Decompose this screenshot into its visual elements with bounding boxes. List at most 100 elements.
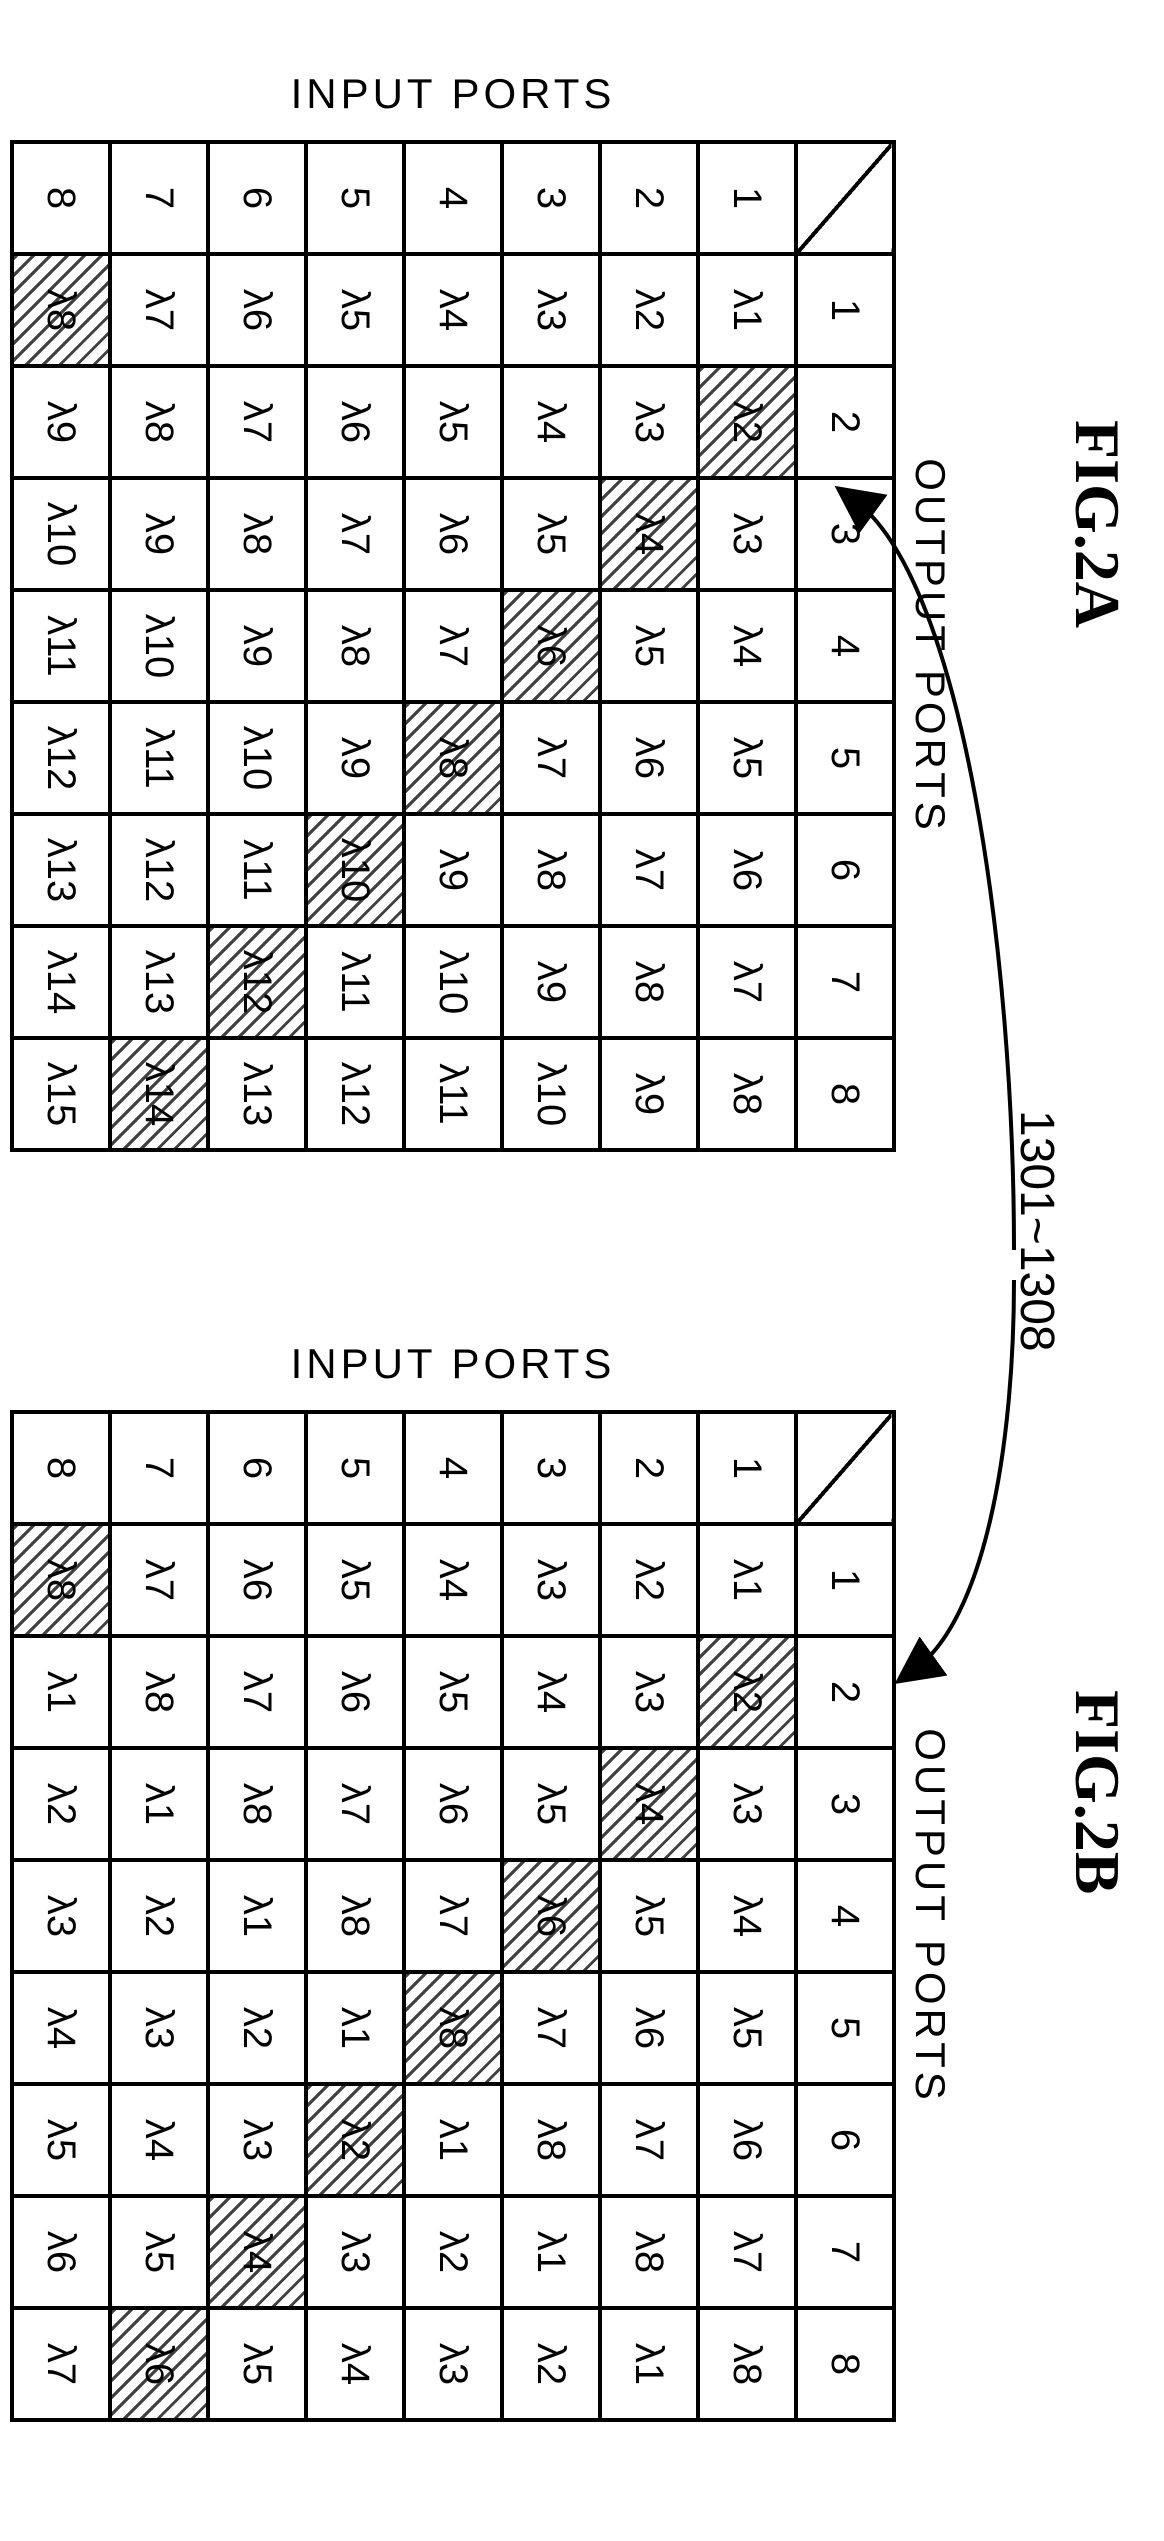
lambda-value: λ2 — [333, 2119, 378, 2161]
lambda-value: λ8 — [137, 401, 182, 443]
lambda-value: λ2 — [725, 401, 770, 443]
col-header: 7 — [796, 926, 894, 1038]
col-header: 5 — [796, 702, 894, 814]
lambda-cell: λ6 — [404, 478, 502, 590]
lambda-value: λ8 — [333, 625, 378, 667]
lambda-cell: λ12 — [12, 702, 110, 814]
lambda-cell: λ4 — [600, 1748, 698, 1860]
lambda-cell: λ8 — [502, 814, 600, 926]
lambda-value: λ3 — [627, 401, 672, 443]
lambda-value: λ8 — [431, 737, 476, 779]
lambda-value: λ7 — [627, 2119, 672, 2161]
lambda-cell: λ1 — [404, 2084, 502, 2196]
lambda-cell: λ7 — [404, 1860, 502, 1972]
lambda-cell: λ6 — [502, 1860, 600, 1972]
lambda-cell: λ1 — [600, 2308, 698, 2420]
lambda-cell: λ3 — [404, 2308, 502, 2420]
lambda-value: λ7 — [431, 625, 476, 667]
lambda-cell: λ8 — [208, 1748, 306, 1860]
col-header: 8 — [796, 1038, 894, 1150]
col-header: 3 — [796, 478, 894, 590]
lambda-cell: λ3 — [502, 254, 600, 366]
lambda-cell: λ14 — [110, 1038, 208, 1150]
fig-b-title: FIG.2B — [1060, 1690, 1134, 1894]
lambda-value: λ12 — [137, 838, 182, 903]
lambda-value: λ6 — [137, 2343, 182, 2385]
lambda-value: λ3 — [627, 1671, 672, 1713]
lambda-value: λ7 — [137, 1559, 182, 1601]
lambda-cell: λ8 — [12, 254, 110, 366]
lambda-cell: λ5 — [502, 1748, 600, 1860]
lambda-value: λ7 — [235, 1671, 280, 1713]
lambda-cell: λ2 — [110, 1860, 208, 1972]
lambda-cell: λ8 — [404, 1972, 502, 2084]
lambda-cell: λ2 — [306, 2084, 404, 2196]
lambda-value: λ7 — [333, 513, 378, 555]
lambda-value: λ1 — [725, 289, 770, 331]
lambda-cell: λ5 — [600, 590, 698, 702]
lambda-cell: λ14 — [12, 926, 110, 1038]
lambda-value: λ4 — [529, 1671, 574, 1713]
lambda-cell: λ2 — [12, 1748, 110, 1860]
lambda-value: λ3 — [529, 1559, 574, 1601]
lambda-value: λ2 — [39, 1783, 84, 1825]
lambda-cell: λ7 — [698, 2196, 796, 2308]
lambda-cell: λ10 — [306, 814, 404, 926]
lambda-value: λ9 — [627, 1073, 672, 1115]
lambda-cell: λ6 — [110, 2308, 208, 2420]
lambda-cell: λ12 — [208, 926, 306, 1038]
lambda-cell: λ11 — [110, 702, 208, 814]
figure-b-block: OUTPUT PORTS INPUT PORTS 123456781λ1λ2λ3… — [10, 1410, 954, 2422]
lambda-value: λ11 — [431, 1063, 476, 1125]
lambda-value: λ6 — [235, 1559, 280, 1601]
lambda-value: λ4 — [529, 401, 574, 443]
figA-input-ports-label: INPUT PORTS — [291, 70, 616, 118]
lambda-cell: λ13 — [110, 926, 208, 1038]
lambda-value: λ10 — [529, 1062, 574, 1127]
lambda-cell: λ1 — [698, 1524, 796, 1636]
lambda-cell: λ10 — [12, 478, 110, 590]
lambda-value: λ6 — [529, 625, 574, 667]
lambda-cell: λ10 — [110, 590, 208, 702]
row-header: 3 — [502, 142, 600, 254]
lambda-value: λ7 — [529, 737, 574, 779]
lambda-cell: λ8 — [600, 926, 698, 1038]
fig-a-title: FIG.2A — [1060, 420, 1134, 628]
lambda-value: λ8 — [39, 289, 84, 331]
lambda-cell: λ3 — [110, 1972, 208, 2084]
lambda-value: λ8 — [725, 1073, 770, 1115]
lambda-value: λ3 — [235, 2119, 280, 2161]
lambda-cell: λ2 — [502, 2308, 600, 2420]
row-header: 1 — [698, 142, 796, 254]
lambda-cell: λ3 — [698, 478, 796, 590]
lambda-value: λ13 — [235, 1062, 280, 1127]
figure-a-block: OUTPUT PORTS INPUT PORTS 123456781λ1λ2λ3… — [10, 140, 954, 1152]
lambda-cell: λ5 — [110, 2196, 208, 2308]
row-header: 8 — [12, 1412, 110, 1524]
lambda-cell: λ5 — [306, 1524, 404, 1636]
lambda-value: λ3 — [431, 2343, 476, 2385]
lambda-value: λ1 — [137, 1783, 182, 1825]
lambda-value: λ6 — [431, 1783, 476, 1825]
lambda-value: λ14 — [39, 950, 84, 1015]
lambda-cell: λ5 — [306, 254, 404, 366]
lambda-cell: λ7 — [502, 702, 600, 814]
lambda-cell: λ6 — [600, 1972, 698, 2084]
lambda-cell: λ4 — [404, 254, 502, 366]
lambda-cell: λ4 — [698, 590, 796, 702]
lambda-value: λ9 — [529, 961, 574, 1003]
col-header: 1 — [796, 254, 894, 366]
lambda-cell: λ1 — [12, 1636, 110, 1748]
lambda-value: λ8 — [39, 1559, 84, 1601]
lambda-value: λ7 — [431, 1895, 476, 1937]
col-header: 2 — [796, 366, 894, 478]
lambda-cell: λ3 — [698, 1748, 796, 1860]
lambda-cell: λ11 — [208, 814, 306, 926]
lambda-value: λ8 — [431, 2007, 476, 2049]
lambda-value: λ1 — [431, 2119, 476, 2161]
lambda-value: λ8 — [235, 513, 280, 555]
lambda-cell: λ15 — [12, 1038, 110, 1150]
lambda-cell: λ1 — [502, 2196, 600, 2308]
lambda-value: λ2 — [431, 2231, 476, 2273]
lambda-value: λ8 — [333, 1895, 378, 1937]
